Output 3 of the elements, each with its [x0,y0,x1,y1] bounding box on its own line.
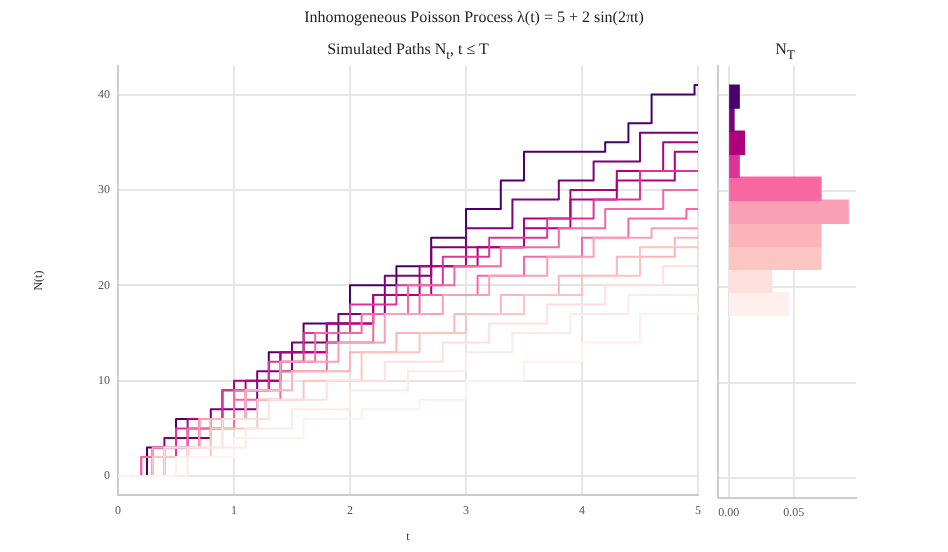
chart-title: Inhomogeneous Poisson Process λ(t) = 5 + 2 sin(2πt) [302,8,646,26]
chart-title: N$_{T}$ [773,40,797,64]
chart-subtitle: Simulated Paths N$_{t}$, t ≤ T [325,40,491,64]
